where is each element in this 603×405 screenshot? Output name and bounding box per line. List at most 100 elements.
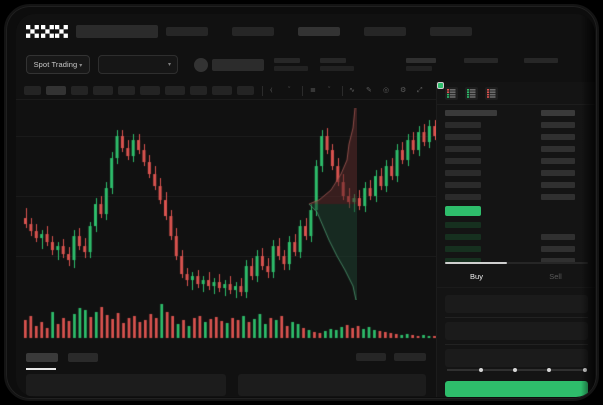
price-chart[interactable] [16, 100, 436, 348]
orderbook-bid-row[interactable] [445, 246, 481, 252]
interval-button-7[interactable] [165, 86, 185, 95]
orderbook-bid-size [541, 246, 575, 252]
depth-overlay [307, 108, 357, 300]
nav-item-4[interactable] [364, 27, 406, 36]
interval-button-8[interactable] [190, 86, 207, 95]
market-stat-2 [320, 58, 354, 71]
interval-button-10[interactable] [237, 86, 254, 95]
orderbook-ask-row[interactable] [445, 158, 481, 164]
search-input[interactable] [76, 25, 158, 38]
orderbook-ask-size [541, 146, 575, 152]
orderbook-ask-row[interactable] [445, 182, 481, 188]
interval-button-1[interactable] [24, 86, 41, 95]
chevron-down-icon: ▾ [167, 62, 171, 68]
market-stat-4 [464, 58, 498, 66]
nav-item-1[interactable] [166, 27, 208, 36]
amount-slider-marker-75[interactable] [547, 368, 551, 372]
trading-mode-selector[interactable]: Spot Trading ▾ [26, 55, 90, 74]
orderbook-bid-row[interactable] [445, 258, 481, 264]
tab-buy[interactable]: Buy [470, 272, 483, 281]
okx-logo[interactable] [26, 25, 68, 38]
compare-dropdown-icon[interactable]: ˇ [328, 87, 331, 94]
stat-label [274, 58, 300, 63]
fullscreen-icon[interactable]: ⤢ [417, 87, 423, 94]
orders-card-1[interactable] [26, 374, 226, 396]
market-subheader: Spot Trading ▾ ▾ [16, 48, 595, 82]
stat-label [320, 58, 346, 63]
pair-selector[interactable]: ▾ [98, 55, 178, 74]
pencil-draw-icon[interactable]: ✎ [366, 87, 372, 94]
amount-field[interactable] [445, 322, 588, 340]
camera-snapshot-icon[interactable]: ◎ [383, 87, 390, 94]
amount-slider-marker-25[interactable] [479, 368, 483, 372]
interval-button-5[interactable] [118, 86, 135, 95]
nav-item-2[interactable] [232, 27, 274, 36]
interval-button-6[interactable] [140, 86, 160, 95]
indicators-dropdown-icon[interactable]: ˇ [288, 87, 291, 94]
nav-item-5[interactable] [430, 27, 472, 36]
orders-action-1[interactable] [356, 353, 386, 361]
orders-tab-1[interactable] [26, 353, 58, 362]
line-style-icon[interactable]: ∿ [349, 87, 355, 94]
orderbook-ask-size [541, 134, 575, 140]
device-bezel: Spot Trading ▾ ▾ [4, 4, 599, 401]
market-stat-3 [406, 58, 436, 71]
submit-order-button[interactable] [445, 381, 588, 397]
stat-value [274, 66, 308, 71]
orderbook-bid-row[interactable] [445, 234, 481, 240]
settings-gear-icon[interactable]: ⚙ [400, 87, 407, 94]
interval-button-2[interactable] [46, 86, 66, 95]
pair-name-label [212, 59, 264, 71]
orderbook-trade-panel: Buy Sell [436, 82, 595, 397]
tab-sell[interactable]: Sell [549, 272, 562, 281]
orders-card-2[interactable] [238, 374, 426, 396]
compare-icon[interactable]: ≣ [310, 87, 316, 94]
toolbar-divider [262, 86, 263, 96]
orderbook-ask-size [541, 158, 575, 164]
stat-label [406, 58, 436, 63]
depth-view-bids-icon[interactable] [465, 87, 478, 100]
chevron-down-icon: ▾ [79, 63, 83, 69]
market-stat-5 [524, 58, 558, 66]
price-field[interactable] [445, 295, 588, 313]
orderbook-ask-row[interactable] [445, 134, 481, 140]
amount-slider-handle[interactable] [437, 82, 444, 89]
candlestick-series [16, 100, 436, 300]
chart-toolbar: ⧼ ˇ ≣ ˇ ∿ ✎ ◎ ⚙ ⤢ [16, 82, 436, 100]
orderbook-ask-row[interactable] [445, 194, 481, 200]
interval-button-3[interactable] [71, 86, 88, 95]
market-stat-1 [274, 58, 308, 71]
toolbar-divider [342, 86, 343, 96]
orderbook-bid-row[interactable] [445, 222, 481, 228]
interval-button-4[interactable] [93, 86, 113, 95]
orderbook-ask-row[interactable] [445, 122, 481, 128]
stat-value [320, 66, 354, 71]
orderbook-header-divider [437, 104, 595, 105]
stat-label [524, 58, 558, 63]
amount-slider-marker-100[interactable] [583, 368, 587, 372]
total-field[interactable] [445, 349, 588, 367]
toolbar-divider [302, 86, 303, 96]
depth-view-asks-icon[interactable] [485, 87, 498, 100]
trading-mode-label: Spot Trading [33, 60, 78, 69]
field-divider [445, 317, 588, 318]
volume-series [16, 296, 436, 344]
trade-form-divider [437, 287, 595, 288]
active-tab-underline [26, 368, 56, 370]
orderbook-view-icons [445, 87, 498, 100]
orderbook-col-header-left [445, 110, 497, 116]
amount-slider-marker-50[interactable] [513, 368, 517, 372]
depth-view-both-icon[interactable] [445, 87, 458, 100]
orders-tab-2[interactable] [68, 353, 98, 362]
orderbook-progress-track [445, 262, 588, 264]
indicators-icon[interactable]: ⧼ [270, 87, 273, 94]
app-screen: Spot Trading ▾ ▾ [16, 14, 595, 397]
orders-action-2[interactable] [394, 353, 426, 361]
interval-button-9[interactable] [212, 86, 232, 95]
orderbook-ask-row[interactable] [445, 146, 481, 152]
nav-item-3[interactable] [298, 27, 340, 36]
orderbook-ask-size [541, 182, 575, 188]
field-divider [445, 344, 588, 345]
orderbook-ask-row[interactable] [445, 170, 481, 176]
trade-form-tabs: Buy Sell [437, 269, 595, 287]
